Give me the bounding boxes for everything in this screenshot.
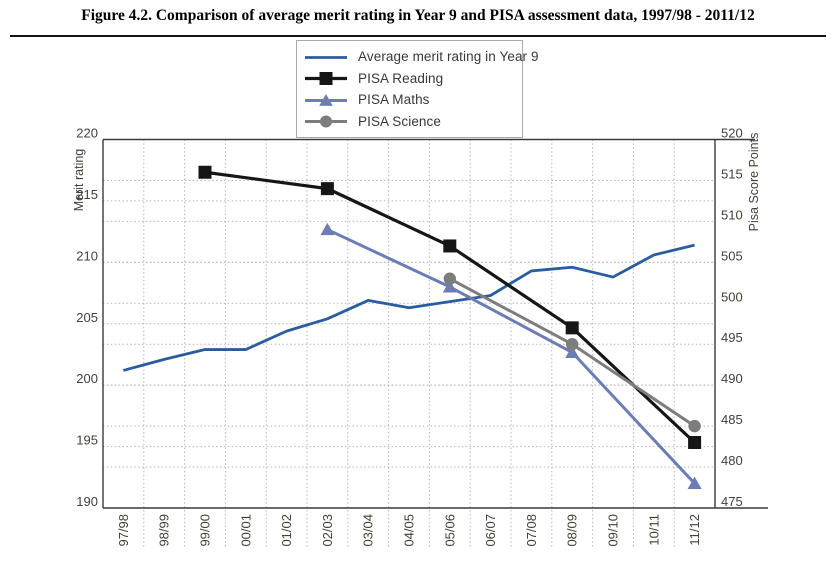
- legend-item-maths: PISA Maths: [303, 89, 518, 111]
- square-marker-icon: [565, 321, 579, 335]
- triangle-marker-icon: [320, 222, 335, 236]
- x-axis-labels: 97/98 98/99 99/00 00/01 01/02 02/03 03/04 04/05…: [116, 514, 702, 547]
- svg-text:505: 505: [721, 248, 743, 263]
- triangle-marker-icon: [319, 93, 333, 106]
- svg-text:99/00: 99/00: [198, 514, 213, 547]
- svg-text:490: 490: [721, 371, 743, 386]
- legend-marker: [319, 72, 333, 86]
- series-pisa-reading-line: [204, 170, 696, 444]
- legend-item-science: PISA Science: [303, 111, 518, 133]
- legend-marker: [320, 115, 332, 128]
- axis-titles: Merit rating Pisa Score Points: [72, 133, 761, 232]
- svg-text:97/98: 97/98: [116, 514, 131, 547]
- title-divider: [10, 35, 826, 37]
- svg-text:500: 500: [721, 289, 743, 304]
- circle-marker-icon: [566, 338, 579, 351]
- circle-marker-icon: [443, 272, 456, 285]
- svg-text:09/10: 09/10: [606, 514, 621, 547]
- square-marker-icon: [443, 239, 457, 253]
- svg-text:10/11: 10/11: [646, 514, 661, 546]
- triangle-marker-icon: [442, 280, 457, 293]
- series-pisa-maths-markers: [320, 222, 702, 490]
- svg-text:485: 485: [721, 412, 743, 427]
- legend-label: PISA Science: [358, 113, 441, 129]
- legend-label: PISA Maths: [358, 92, 430, 108]
- legend-marker: [319, 93, 333, 106]
- legend-label: PISA Reading: [358, 70, 444, 86]
- svg-text:195: 195: [76, 433, 98, 448]
- svg-text:03/04: 03/04: [361, 514, 376, 547]
- svg-text:480: 480: [721, 453, 743, 468]
- square-marker-icon: [319, 72, 333, 86]
- svg-text:07/08: 07/08: [524, 514, 539, 547]
- svg-text:220: 220: [76, 126, 98, 141]
- svg-text:495: 495: [721, 330, 743, 345]
- svg-text:00/01: 00/01: [238, 514, 253, 547]
- svg-text:215: 215: [76, 187, 98, 202]
- plot-frame: [102, 138, 768, 509]
- legend-item-merit: Average merit rating in Year 9: [303, 46, 539, 68]
- series-pisa-science-markers: [443, 272, 701, 433]
- horizontal-gridlines: [103, 179, 715, 468]
- svg-text:11/12: 11/12: [687, 514, 702, 546]
- svg-text:08/09: 08/09: [565, 514, 580, 547]
- series-average-merit-rating-in-year-9-line: [123, 243, 695, 372]
- square-marker-icon: [688, 435, 702, 449]
- circle-marker-icon: [688, 419, 701, 433]
- svg-text:475: 475: [721, 494, 743, 509]
- svg-text:520: 520: [721, 126, 743, 141]
- series-pisa-reading-markers: [198, 165, 702, 449]
- svg-text:Pisa Score Points: Pisa Score Points: [747, 133, 761, 232]
- left-axis-tick-labels: 220 215 210 205 200 195 190: [76, 126, 98, 510]
- series-pisa-maths-line: [326, 228, 696, 485]
- svg-text:98/99: 98/99: [157, 514, 172, 547]
- legend-sample-triangle-marker-icon: [305, 93, 347, 106]
- svg-text:210: 210: [76, 248, 98, 263]
- svg-text:205: 205: [76, 310, 98, 325]
- legend-sample-square-marker-icon: [305, 72, 347, 86]
- chart-legend: Average merit rating in Year 9 PISA Read…: [296, 40, 539, 138]
- legend-item-reading: PISA Reading: [303, 68, 518, 90]
- svg-text:01/02: 01/02: [279, 514, 294, 547]
- svg-text:05/06: 05/06: [442, 514, 457, 547]
- legend-sample-merit-line: [305, 55, 347, 59]
- svg-text:515: 515: [721, 166, 743, 181]
- triangle-marker-icon: [687, 476, 702, 490]
- legend-label: Average merit rating in Year 9: [358, 49, 539, 65]
- svg-text:510: 510: [721, 207, 743, 222]
- right-axis-tick-labels: 520 515 510 505 500 495 490 485 480 475: [721, 126, 743, 510]
- square-marker-icon: [320, 182, 334, 196]
- figure-title: Figure 4.2. Comparison of average merit …: [81, 7, 755, 24]
- svg-text:02/03: 02/03: [320, 514, 335, 547]
- legend-sample-circle-marker-icon: [305, 115, 347, 128]
- square-marker-icon: [198, 165, 212, 179]
- svg-text:04/05: 04/05: [402, 514, 417, 547]
- triangle-marker-icon: [565, 345, 580, 359]
- circle-marker-icon: [320, 115, 332, 128]
- svg-text:190: 190: [76, 494, 98, 509]
- svg-text:Merit rating: Merit rating: [72, 149, 86, 212]
- svg-text:200: 200: [76, 371, 98, 386]
- svg-text:06/07: 06/07: [483, 514, 498, 547]
